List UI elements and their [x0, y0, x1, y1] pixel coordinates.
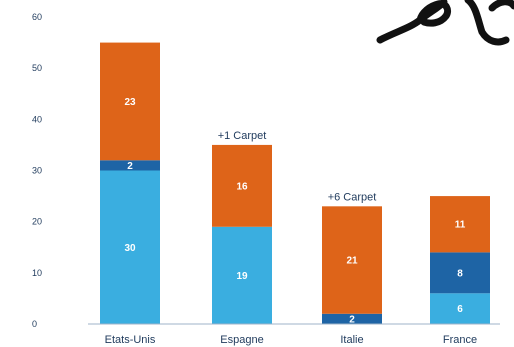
bar-segment: [100, 160, 160, 171]
bar-annotation: +6 Carpet: [328, 191, 377, 203]
bar-segment: [212, 144, 272, 227]
y-tick-label: 0: [32, 319, 37, 329]
bar-segment-label: 2: [127, 161, 133, 172]
x-category-label: Italie: [340, 334, 363, 346]
annotations: +1 Carpet +6 Carpet: [218, 130, 377, 203]
y-tick-label: 10: [32, 268, 42, 278]
x-axis: Etats-Unis Espagne Italie France: [88, 323, 500, 346]
bar-segment: [430, 196, 490, 253]
bar-segment-label: 8: [457, 268, 463, 279]
y-tick-label: 40: [32, 114, 42, 124]
scribble-decoration: [376, 0, 514, 46]
x-category-label: Espagne: [220, 334, 263, 346]
bar-segment-label: 30: [124, 243, 136, 254]
bar-segment-label: 2: [349, 314, 355, 325]
bar-segment: [322, 313, 382, 324]
bar-segment-label: 19: [236, 271, 248, 282]
y-tick-label: 60: [32, 12, 42, 22]
bar-segment-label: 11: [455, 220, 466, 231]
y-axis: 0 10 20 30 40 50 60: [32, 12, 42, 329]
bar-segment-label: 6: [457, 304, 463, 315]
y-tick-label: 20: [32, 217, 42, 227]
y-tick-label: 50: [32, 63, 42, 73]
bar-segment: [430, 293, 490, 324]
bar-segment: [212, 226, 272, 324]
bar-segment-label: 23: [124, 97, 136, 108]
scribble-stroke: [376, 0, 514, 46]
bar-annotation: +1 Carpet: [218, 130, 267, 142]
x-category-label: Etats-Unis: [105, 334, 156, 346]
bar-segment: [100, 42, 160, 161]
y-tick-label: 30: [32, 166, 42, 176]
bar-segment: [100, 170, 160, 324]
bars: 30 2 23 19 16 2 21 6 8 11: [100, 42, 490, 325]
bar-segment-label: 21: [346, 256, 358, 267]
bar-segment-label: 16: [236, 181, 248, 192]
bar-segment: [322, 206, 382, 314]
x-category-label: France: [443, 334, 477, 346]
bar-segment: [430, 252, 490, 294]
